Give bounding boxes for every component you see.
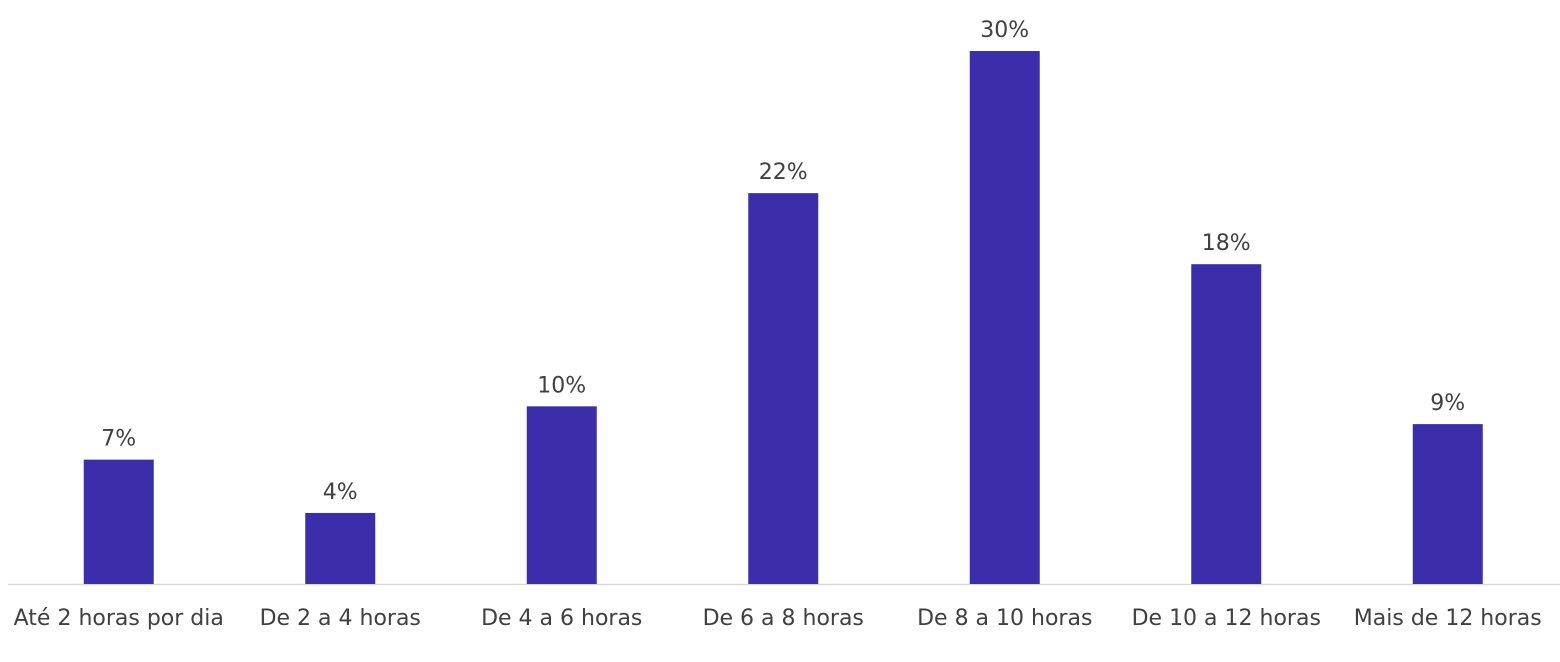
bar bbox=[305, 512, 376, 584]
data-label: 30% bbox=[980, 18, 1029, 43]
bar bbox=[748, 193, 819, 584]
data-label: 18% bbox=[1202, 231, 1251, 256]
bar bbox=[83, 459, 154, 584]
x-tick-label: De 4 a 6 horas bbox=[481, 606, 643, 631]
x-tick-label: Até 2 horas por dia bbox=[13, 606, 224, 631]
data-label: 22% bbox=[759, 160, 808, 185]
bar bbox=[969, 51, 1040, 584]
data-label: 4% bbox=[323, 480, 358, 505]
x-tick-label: De 8 a 10 horas bbox=[917, 606, 1093, 631]
x-tick-label: Mais de 12 horas bbox=[1353, 606, 1542, 631]
bar bbox=[1412, 424, 1483, 584]
bar bbox=[526, 406, 597, 584]
data-label: 7% bbox=[101, 427, 136, 452]
x-tick-label: De 6 a 8 horas bbox=[702, 606, 864, 631]
x-tick-label: De 2 a 4 horas bbox=[259, 606, 421, 631]
x-tick-label: De 10 a 12 horas bbox=[1131, 606, 1321, 631]
data-label: 9% bbox=[1430, 391, 1465, 416]
bar bbox=[1191, 264, 1262, 584]
data-label: 10% bbox=[537, 373, 586, 398]
